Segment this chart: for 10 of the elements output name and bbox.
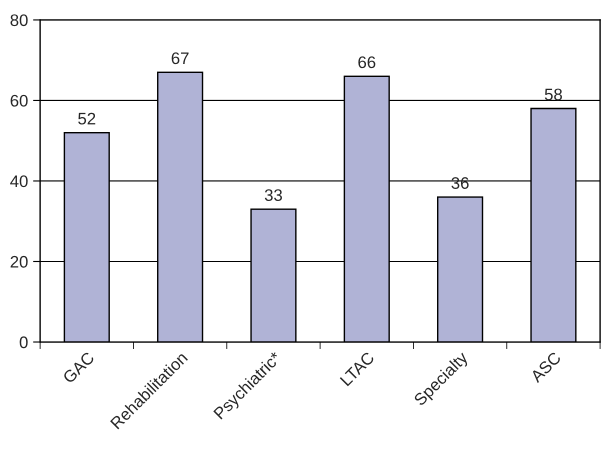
data-label: 58: [544, 88, 562, 100]
data-label: 66: [358, 56, 376, 68]
y-tick-label: 20: [10, 256, 28, 268]
y-tick-label: 60: [10, 94, 28, 107]
y-tick-label: 80: [10, 14, 28, 26]
data-label: 33: [264, 189, 282, 202]
y-tick-label: 0: [20, 336, 28, 348]
data-label: 67: [172, 52, 189, 64]
data-label: 52: [78, 112, 96, 125]
y-tick-label: 40: [10, 175, 28, 188]
